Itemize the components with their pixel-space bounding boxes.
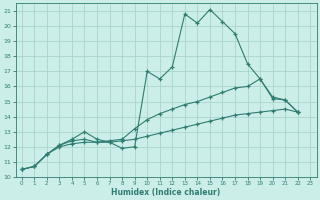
X-axis label: Humidex (Indice chaleur): Humidex (Indice chaleur)	[111, 188, 221, 197]
